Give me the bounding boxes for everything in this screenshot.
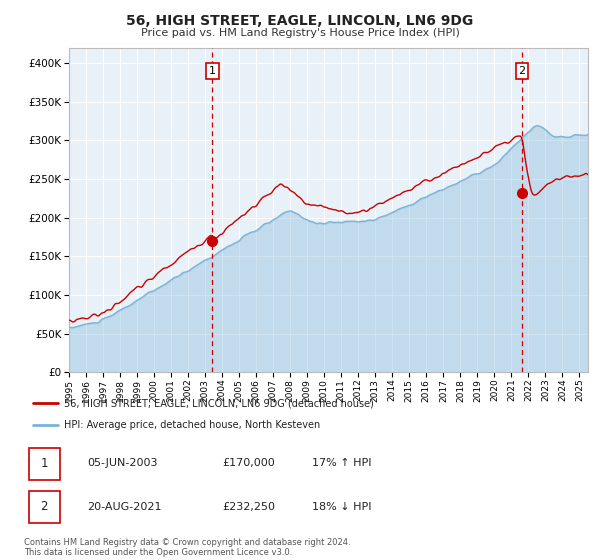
Text: £232,250: £232,250 — [222, 502, 275, 511]
Text: £170,000: £170,000 — [222, 459, 275, 468]
Text: 2: 2 — [41, 500, 48, 513]
Text: 05-JUN-2003: 05-JUN-2003 — [87, 459, 157, 468]
Text: 18% ↓ HPI: 18% ↓ HPI — [312, 502, 371, 511]
Text: 20-AUG-2021: 20-AUG-2021 — [87, 502, 161, 511]
Text: 56, HIGH STREET, EAGLE, LINCOLN, LN6 9DG (detached house): 56, HIGH STREET, EAGLE, LINCOLN, LN6 9DG… — [65, 398, 374, 408]
FancyBboxPatch shape — [29, 491, 60, 524]
Text: 2: 2 — [518, 66, 526, 76]
Text: Price paid vs. HM Land Registry's House Price Index (HPI): Price paid vs. HM Land Registry's House … — [140, 28, 460, 38]
Text: 1: 1 — [209, 66, 216, 76]
Text: Contains HM Land Registry data © Crown copyright and database right 2024.
This d: Contains HM Land Registry data © Crown c… — [24, 538, 350, 557]
Text: 1: 1 — [41, 457, 48, 470]
Text: 17% ↑ HPI: 17% ↑ HPI — [312, 459, 371, 468]
Text: HPI: Average price, detached house, North Kesteven: HPI: Average price, detached house, Nort… — [65, 421, 321, 431]
Text: 56, HIGH STREET, EAGLE, LINCOLN, LN6 9DG: 56, HIGH STREET, EAGLE, LINCOLN, LN6 9DG — [127, 14, 473, 28]
FancyBboxPatch shape — [29, 448, 60, 480]
